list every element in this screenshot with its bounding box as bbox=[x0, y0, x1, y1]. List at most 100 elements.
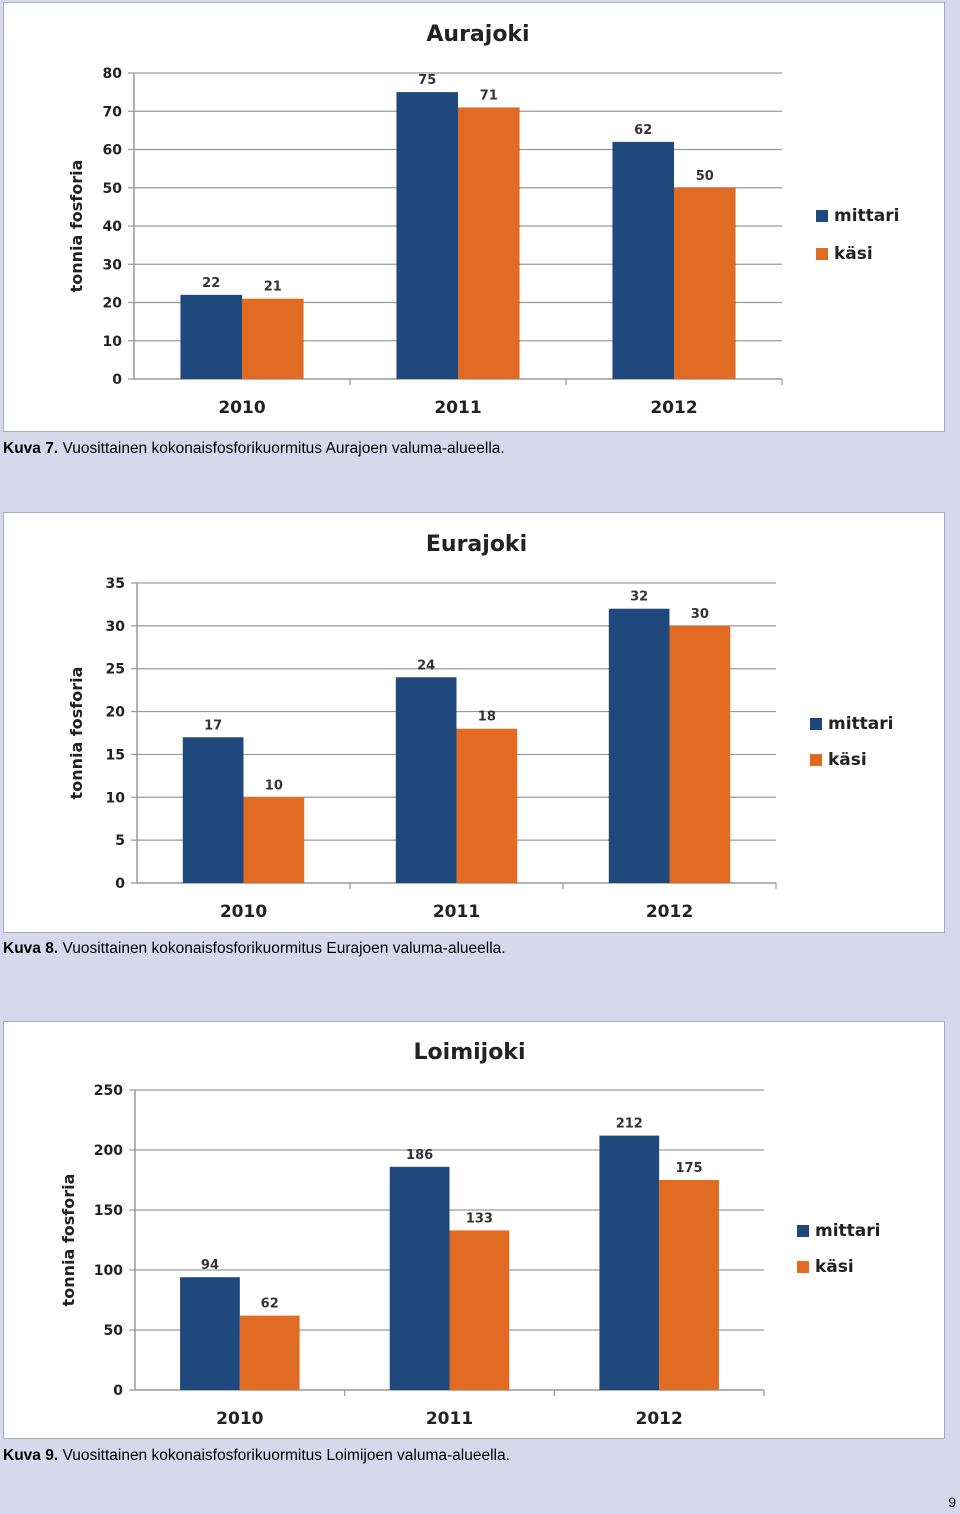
data-label: 71 bbox=[480, 88, 498, 103]
bar-mittari-2012 bbox=[612, 141, 674, 379]
data-label: 94 bbox=[201, 1258, 219, 1273]
bar-käsi-2010 bbox=[242, 298, 304, 379]
legend-swatch-mittari bbox=[797, 1225, 809, 1237]
y-tick-label: 40 bbox=[103, 219, 123, 235]
chart-title: Eurajoki bbox=[426, 532, 527, 557]
x-tick-label: 2010 bbox=[218, 398, 265, 418]
chart-title: Loimijoki bbox=[414, 1040, 526, 1065]
bar-käsi-2011 bbox=[456, 728, 518, 883]
y-axis-label: tonnia fosforia bbox=[67, 667, 86, 800]
legend-label-mittari: mittari bbox=[815, 1221, 880, 1241]
x-tick-label: 2011 bbox=[433, 902, 480, 922]
legend-label-kasi: käsi bbox=[815, 1257, 854, 1277]
data-label: 32 bbox=[630, 590, 648, 605]
y-tick-label: 30 bbox=[106, 619, 126, 635]
x-tick-label: 2011 bbox=[434, 398, 481, 418]
data-label: 62 bbox=[261, 1297, 279, 1312]
y-tick-label: 15 bbox=[106, 747, 125, 763]
y-tick-label: 10 bbox=[106, 790, 126, 806]
y-tick-label: 70 bbox=[103, 104, 123, 120]
y-tick-label: 100 bbox=[94, 1263, 123, 1279]
y-tick-label: 20 bbox=[106, 705, 126, 721]
bar-käsi-2010 bbox=[239, 1315, 300, 1390]
y-tick-label: 60 bbox=[103, 143, 123, 159]
caption-kuva-9: Kuva 9. Vuosittainen kokonaisfosforikuor… bbox=[3, 1447, 510, 1465]
y-tick-label: 35 bbox=[106, 576, 125, 592]
legend-swatch-kasi bbox=[816, 248, 828, 260]
legend-label-kasi: käsi bbox=[834, 244, 873, 264]
x-tick-label: 2012 bbox=[650, 398, 697, 418]
data-label: 21 bbox=[264, 280, 282, 295]
x-tick-label: 2010 bbox=[220, 902, 267, 922]
y-tick-label: 25 bbox=[106, 662, 125, 678]
legend-label-kasi: käsi bbox=[828, 750, 867, 770]
data-label: 50 bbox=[696, 169, 714, 184]
legend-label-mittari: mittari bbox=[834, 206, 899, 226]
data-label: 17 bbox=[204, 718, 222, 733]
y-axis-label: tonnia fosforia bbox=[59, 1174, 78, 1307]
data-label: 175 bbox=[675, 1161, 702, 1176]
data-label: 212 bbox=[616, 1117, 643, 1132]
bar-mittari-2010 bbox=[180, 294, 242, 379]
y-tick-label: 30 bbox=[103, 257, 123, 273]
caption-label: Kuva 8. bbox=[3, 940, 59, 957]
chart-loimijoki-svg: Loimijoki tonnia fosforia 0 50 100 150 200 250 9… bbox=[59, 1040, 880, 1429]
bar-käsi-2012 bbox=[674, 187, 736, 379]
bar-käsi-2012 bbox=[669, 625, 731, 883]
bar-mittari-2011 bbox=[395, 677, 457, 883]
bar-käsi-2011 bbox=[449, 1230, 510, 1390]
data-label: 10 bbox=[265, 778, 283, 793]
x-tick-label: 2010 bbox=[216, 1409, 263, 1429]
chart-loimijoki: Loimijoki tonnia fosforia 0 50 100 150 200 250 9… bbox=[3, 1021, 945, 1439]
legend-swatch-mittari bbox=[810, 718, 822, 730]
caption-label: Kuva 7. bbox=[3, 440, 59, 457]
y-tick-label: 10 bbox=[103, 334, 123, 350]
chart-aurajoki: Aurajoki tonnia fosforia 0 10 20 30 40 50 60 70 80… bbox=[3, 2, 945, 432]
x-tick-label: 2012 bbox=[636, 1409, 683, 1429]
y-tick-label: 0 bbox=[113, 1383, 123, 1399]
chart-aurajoki-svg: Aurajoki tonnia fosforia 0 10 20 30 40 50 60 70 80… bbox=[67, 22, 899, 418]
y-tick-label: 150 bbox=[94, 1203, 123, 1219]
data-label: 24 bbox=[417, 658, 435, 673]
legend-swatch-kasi bbox=[810, 754, 822, 766]
bar-mittari-2010 bbox=[180, 1277, 240, 1390]
bar-mittari-2012 bbox=[608, 608, 670, 883]
data-label: 30 bbox=[691, 607, 709, 622]
caption-kuva-8: Kuva 8. Vuosittainen kokonaisfosforikuor… bbox=[3, 940, 506, 958]
caption-text: Vuosittainen kokonaisfosforikuormitus Lo… bbox=[58, 1447, 510, 1464]
y-tick-label: 250 bbox=[94, 1083, 123, 1099]
y-tick-label: 20 bbox=[103, 296, 123, 312]
bar-käsi-2010 bbox=[243, 797, 305, 883]
x-tick-label: 2011 bbox=[426, 1409, 473, 1429]
y-tick-label: 200 bbox=[94, 1143, 123, 1159]
legend-swatch-mittari bbox=[816, 210, 828, 222]
legend-label-mittari: mittari bbox=[828, 714, 893, 734]
y-tick-label: 80 bbox=[103, 66, 123, 82]
bar-mittari-2010 bbox=[182, 737, 244, 883]
bar-mittari-2011 bbox=[389, 1166, 450, 1390]
caption-kuva-7: Kuva 7. Vuosittainen kokonaisfosforikuor… bbox=[3, 440, 505, 458]
data-label: 133 bbox=[466, 1211, 493, 1226]
bar-mittari-2011 bbox=[396, 92, 458, 379]
chart-title: Aurajoki bbox=[426, 22, 529, 47]
y-tick-label: 0 bbox=[115, 876, 125, 892]
caption-text: Vuosittainen kokonaisfosforikuormitus Eu… bbox=[58, 940, 506, 957]
y-tick-label: 50 bbox=[103, 181, 123, 197]
chart-eurajoki-svg: Eurajoki tonnia fosforia 0 5 10 15 20 25 30 35 17 1… bbox=[67, 532, 893, 922]
y-tick-label: 5 bbox=[115, 833, 125, 849]
bar-käsi-2011 bbox=[458, 107, 520, 380]
chart-eurajoki: Eurajoki tonnia fosforia 0 5 10 15 20 25 30 35 17 1… bbox=[3, 512, 945, 933]
data-label: 62 bbox=[634, 123, 652, 138]
y-axis-label: tonnia fosforia bbox=[67, 160, 86, 293]
data-label: 186 bbox=[406, 1148, 433, 1163]
caption-text: Vuosittainen kokonaisfosforikuormitus Au… bbox=[58, 440, 505, 457]
data-label: 18 bbox=[478, 710, 496, 725]
data-label: 22 bbox=[202, 276, 220, 291]
legend-swatch-kasi bbox=[797, 1261, 809, 1273]
x-tick-label: 2012 bbox=[646, 902, 693, 922]
caption-label: Kuva 9. bbox=[3, 1447, 59, 1464]
page-number: 9 bbox=[948, 1494, 956, 1510]
y-tick-label: 0 bbox=[112, 372, 122, 388]
bar-mittari-2012 bbox=[599, 1135, 660, 1390]
data-label: 75 bbox=[418, 73, 436, 88]
